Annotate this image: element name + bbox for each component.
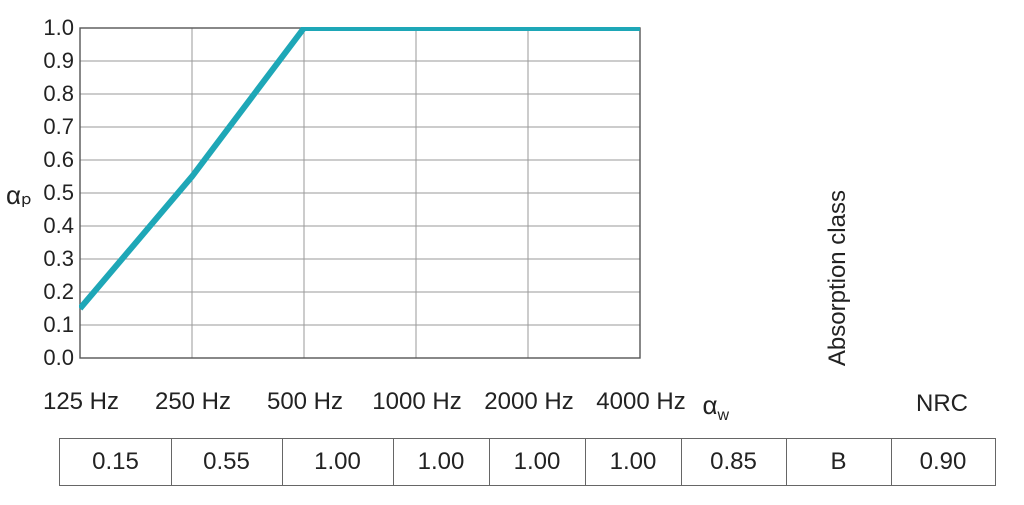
table-cell: B: [786, 439, 892, 485]
table-cell: 0.15: [60, 439, 172, 485]
col-header-absorption-class: Absorption class: [824, 190, 852, 366]
y-tick-label: 0.9: [34, 48, 74, 74]
x-axis-label: 2000 Hz: [473, 388, 585, 416]
col-header-alpha-w: αw: [703, 390, 730, 425]
x-axis-label: 1000 Hz: [361, 388, 473, 416]
table-cell: 1.00: [282, 439, 394, 485]
table-cell: 0.90: [891, 439, 995, 485]
y-tick-label: 0.1: [34, 312, 74, 338]
table-cell: 1.00: [585, 439, 682, 485]
y-tick-label: 0.5: [34, 180, 74, 206]
table-cell: 1.00: [489, 439, 586, 485]
y-axis-label: αₚ: [6, 180, 32, 211]
x-axis-label: 500 Hz: [249, 388, 361, 416]
table-cell: 0.85: [681, 439, 787, 485]
table-cell: 1.00: [393, 439, 490, 485]
table-cell: 0.55: [171, 439, 283, 485]
y-tick-label: 0.2: [34, 279, 74, 305]
y-tick-label: 0.8: [34, 81, 74, 107]
x-axis-label: 4000 Hz: [585, 388, 697, 416]
chart-plot: [79, 27, 641, 359]
y-tick-label: 0.7: [34, 114, 74, 140]
x-axis-label: 125 Hz: [25, 388, 137, 416]
y-tick-label: 0.3: [34, 246, 74, 272]
col-header-nrc: NRC: [916, 390, 968, 418]
y-tick-label: 1.0: [34, 15, 74, 41]
y-tick-label: 0.6: [34, 147, 74, 173]
y-tick-label: 0.0: [34, 345, 74, 371]
y-tick-label: 0.4: [34, 213, 74, 239]
x-axis-label: 250 Hz: [137, 388, 249, 416]
data-table: 0.150.551.001.001.001.000.85B0.90: [59, 438, 996, 486]
